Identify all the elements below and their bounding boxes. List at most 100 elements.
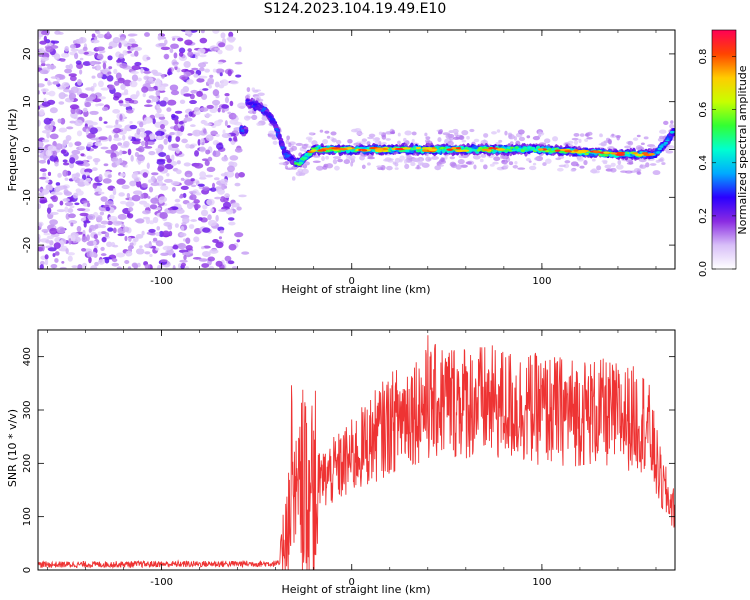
heatmap-noise-cell: [227, 217, 235, 221]
heatmap-noise-cell: [170, 90, 180, 96]
x-tick-label: -100: [150, 276, 173, 287]
heatmap-noise-cell: [167, 99, 177, 106]
heatmap-noise-cell: [177, 37, 184, 42]
heatmap-noise-cell: [205, 134, 214, 142]
heatmap-noise-cell: [131, 262, 138, 268]
heatmap-peak-cell: [454, 149, 465, 153]
heatmap-noise-cell: [76, 208, 86, 211]
heatmap-noise-cell: [107, 174, 112, 179]
heatmap-halo-cell: [325, 155, 330, 160]
heatmap-noise-cell: [119, 62, 128, 69]
heatmap-noise-cell: [156, 226, 161, 231]
heatmap-noise-cell: [185, 143, 191, 149]
heatmap-noise-cell: [200, 209, 209, 217]
heatmap-halo-cell: [498, 139, 503, 143]
y-tick-label: 100: [22, 507, 33, 526]
heatmap-halo-cell: [437, 130, 443, 135]
heatmap-noise-cell: [50, 40, 60, 44]
heatmap-noise-cell: [187, 48, 192, 53]
heatmap-noise-cell: [152, 216, 159, 224]
heatmap-halo-cell: [381, 142, 387, 145]
heatmap-noise-cell: [197, 48, 206, 54]
heatmap-noise-cell: [62, 198, 70, 202]
heatmap-noise-cell: [62, 169, 69, 177]
heatmap-noise-cell: [119, 149, 123, 156]
heatmap-noise-cell: [142, 210, 151, 215]
heatmap-noise-cell: [163, 138, 168, 145]
heatmap-noise-cell: [117, 142, 123, 146]
heatmap-halo-cell: [254, 95, 261, 99]
heatmap-halo-cell: [480, 153, 487, 158]
heatmap-halo-cell: [444, 155, 448, 160]
heatmap-noise-cell: [184, 30, 192, 35]
heatmap-noise-cell: [224, 96, 230, 104]
heatmap-noise-cell: [65, 64, 70, 69]
heatmap-halo-cell: [637, 146, 645, 150]
y-tick-label: 0: [22, 146, 33, 152]
heatmap-peak-cell: [603, 151, 610, 154]
heatmap-noise-cell: [187, 51, 194, 57]
heatmap-noise-cell: [70, 222, 74, 227]
heatmap-noise-cell: [73, 52, 79, 60]
heatmap-noise-cell: [38, 188, 44, 192]
heatmap-noise-cell: [241, 251, 250, 255]
heatmap-noise-cell: [175, 208, 185, 214]
heatmap-noise-cell: [160, 131, 165, 136]
heatmap-noise-cell: [190, 89, 199, 94]
heatmap-noise-cell: [100, 220, 109, 225]
x-tick-label: 100: [532, 577, 551, 588]
heatmap-noise-cell: [199, 171, 207, 179]
heatmap-noise-cell: [91, 33, 96, 38]
heatmap-noise-cell: [209, 249, 219, 254]
heatmap-halo-cell: [291, 165, 298, 170]
heatmap-noise-cell: [119, 40, 128, 45]
heatmap-noise-cell: [68, 63, 73, 70]
heatmap-noise-cell: [233, 135, 238, 142]
heatmap-noise-cell: [40, 63, 46, 67]
heatmap-halo-cell: [383, 158, 391, 162]
heatmap-noise-cell: [39, 168, 47, 172]
heatmap-noise-cell: [129, 180, 137, 187]
heatmap-peak-cell: [310, 149, 317, 152]
heatmap-peak-cell: [641, 152, 649, 155]
heatmap-noise-cell: [108, 84, 115, 90]
heatmap-noise-cell: [39, 176, 47, 180]
heatmap-ridge-cell: [671, 130, 675, 133]
heatmap-noise-cell: [53, 53, 61, 61]
heatmap-ridge-cell: [476, 149, 481, 152]
heatmap-noise-cell: [92, 182, 98, 189]
heatmap-noise-cell: [207, 256, 216, 262]
heatmap-halo-cell: [359, 155, 365, 161]
heatmap-noise-cell: [101, 236, 107, 243]
heatmap-noise-cell: [193, 236, 200, 243]
heatmap-halo-cell: [397, 140, 401, 145]
heatmap-halo-cell: [295, 142, 303, 146]
heatmap-noise-cell: [200, 120, 208, 125]
heatmap-noise-cell: [122, 140, 130, 147]
heatmap-noise-cell: [100, 146, 109, 150]
heatmap-halo-cell: [493, 156, 501, 162]
heatmap-noise-cell: [162, 245, 172, 251]
heatmap-noise-cell: [93, 234, 98, 240]
x-tick-label: 100: [532, 276, 551, 287]
heatmap-noise-cell: [44, 258, 49, 266]
heatmap-ridge-cell: [269, 117, 275, 121]
heatmap-noise-cell: [131, 74, 139, 82]
heatmap-noise-cell: [220, 178, 229, 184]
heatmap-noise-cell: [74, 141, 82, 147]
heatmap-noise-cell: [164, 39, 168, 45]
heatmap-halo-cell: [534, 157, 540, 161]
heatmap-ridge-cell: [359, 146, 364, 149]
heatmap-noise-cell: [141, 230, 145, 236]
heatmap-noise-cell: [170, 43, 179, 49]
heatmap-peak-cell: [632, 152, 639, 155]
heatmap-noise-cell: [143, 70, 152, 74]
heatmap-noise-cell: [186, 79, 194, 85]
heatmap-noise-cell: [139, 245, 143, 249]
snr-y-label: SNR (10 * v/v): [6, 409, 19, 487]
heatmap-halo-cell: [301, 143, 308, 150]
heatmap-noise-cell: [115, 72, 122, 80]
heatmap-noise-cell: [236, 239, 241, 243]
heatmap-noise-cell: [125, 250, 133, 257]
heatmap-halo-cell: [573, 132, 580, 137]
